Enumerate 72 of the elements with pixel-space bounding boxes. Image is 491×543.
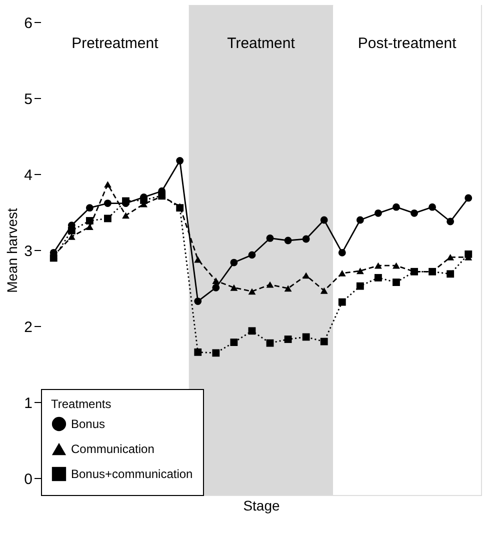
point — [428, 203, 436, 211]
legend-label: Bonus — [71, 417, 106, 431]
y-tick-label: 3 — [24, 242, 32, 260]
y-tick-label: 1 — [24, 394, 32, 412]
point — [122, 197, 130, 205]
legend-label: Bonus+communication — [71, 467, 193, 481]
point — [194, 298, 202, 305]
point — [212, 284, 220, 292]
point — [338, 298, 346, 306]
point — [446, 254, 454, 260]
point — [338, 270, 346, 276]
point — [104, 214, 112, 222]
point — [104, 181, 112, 188]
point — [284, 285, 292, 292]
point — [68, 226, 76, 234]
point — [266, 281, 274, 288]
point — [248, 251, 256, 259]
point — [284, 336, 292, 343]
point — [50, 254, 58, 262]
point — [212, 349, 220, 357]
y-axis-title: Mean harvest — [4, 208, 20, 293]
y-tick-label: 0 — [24, 470, 32, 488]
point — [140, 196, 148, 204]
point — [446, 270, 454, 278]
point — [194, 256, 202, 263]
point — [464, 194, 472, 202]
point — [68, 233, 76, 240]
legend-label: Communication — [71, 442, 154, 456]
point — [248, 288, 256, 295]
point — [86, 224, 94, 230]
point — [320, 338, 328, 346]
point — [356, 282, 364, 290]
y-tick-label: 5 — [24, 90, 32, 108]
point — [266, 339, 274, 347]
point — [392, 203, 400, 211]
point — [284, 236, 292, 244]
point — [302, 272, 310, 279]
point — [392, 262, 400, 269]
point — [230, 284, 238, 291]
point — [446, 218, 454, 226]
point — [86, 217, 94, 224]
point — [266, 234, 274, 242]
y-tick-label: 6 — [24, 14, 32, 32]
point — [356, 216, 364, 224]
point — [374, 209, 382, 217]
point — [248, 327, 256, 335]
y-tick-label: 2 — [24, 318, 32, 336]
point — [302, 333, 310, 341]
point — [302, 235, 310, 243]
point — [374, 274, 382, 282]
x-axis-title: Stage — [243, 498, 280, 514]
annotation: Treatment — [227, 35, 296, 52]
point — [410, 209, 418, 217]
y-tick-label: 4 — [24, 166, 32, 184]
point — [230, 338, 238, 346]
point — [392, 278, 400, 286]
point — [320, 287, 328, 294]
point — [356, 268, 364, 274]
point — [320, 216, 328, 224]
point — [464, 250, 472, 258]
point — [176, 157, 184, 164]
annotation: Post-treatment — [358, 35, 458, 52]
point — [230, 258, 238, 266]
annotation: Pretreatment — [72, 35, 160, 52]
point — [194, 348, 202, 356]
point — [104, 200, 112, 207]
point — [122, 212, 130, 219]
point — [212, 278, 220, 284]
legend-title: Treatments — [51, 397, 112, 411]
point — [374, 262, 382, 269]
point — [86, 204, 94, 212]
point — [338, 248, 346, 256]
